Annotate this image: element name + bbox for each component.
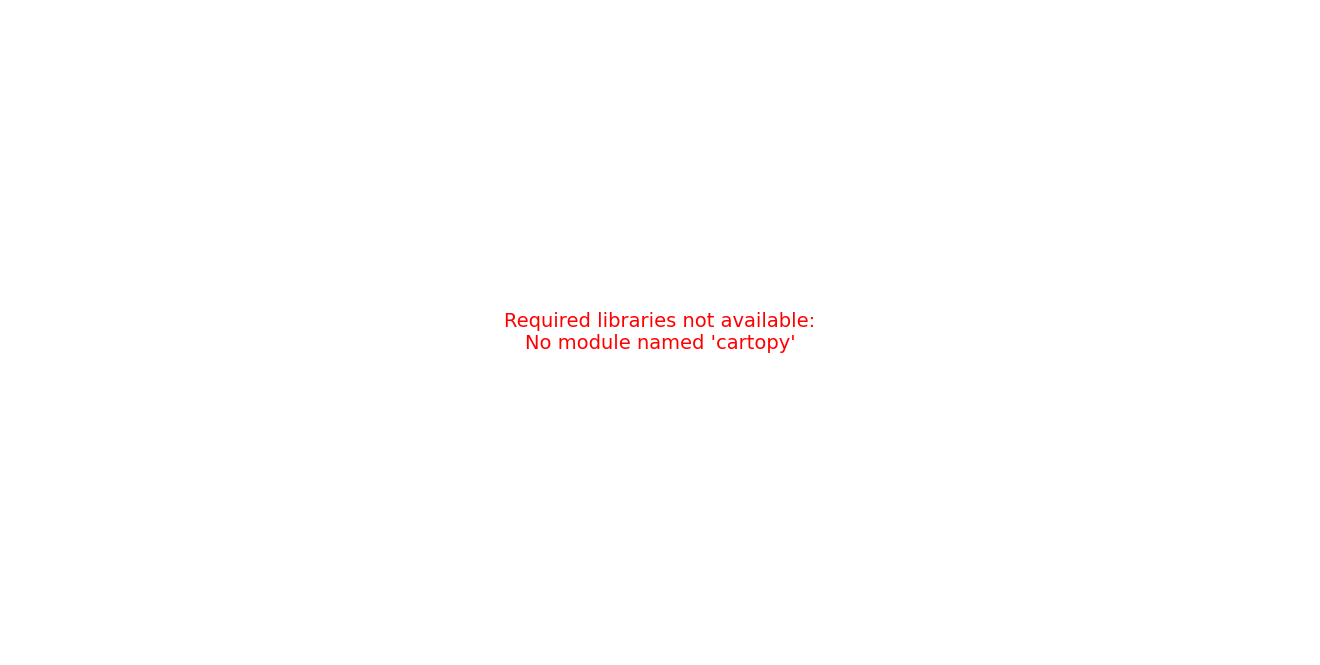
Text: Required libraries not available:
No module named 'cartopy': Required libraries not available: No mod… bbox=[504, 312, 816, 353]
